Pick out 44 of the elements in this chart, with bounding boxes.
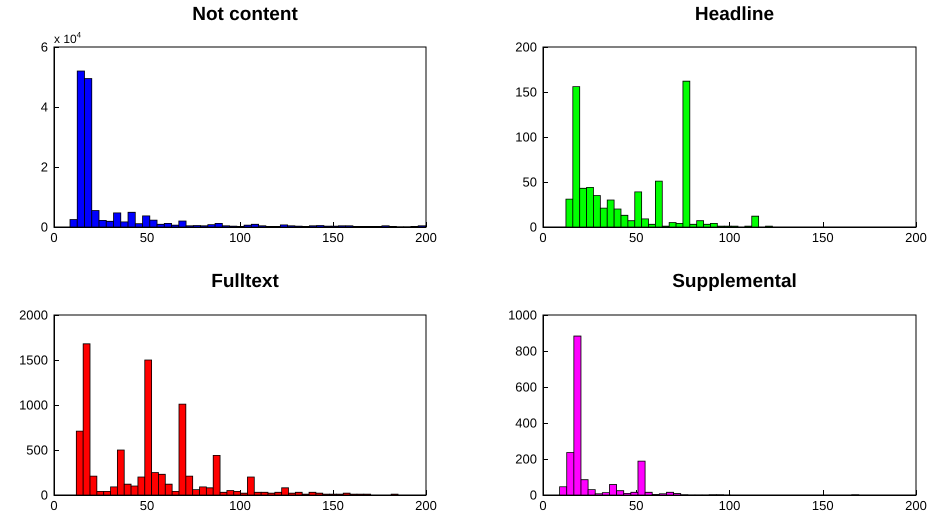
x-tick-label: 100 <box>229 230 251 245</box>
x-tick-label: 200 <box>415 498 437 513</box>
x-tick-label: 100 <box>229 498 251 513</box>
x-tick-label: 200 <box>905 230 927 245</box>
y-tick-label: 0 <box>40 488 48 502</box>
y-tick-label: 100 <box>515 130 537 144</box>
x-tick-label: 150 <box>322 230 344 245</box>
x-tick-label: 150 <box>322 498 344 513</box>
y-tick-label: 1000 <box>508 308 537 322</box>
y-tick-label: 0 <box>40 220 48 234</box>
x-tick-label: 50 <box>140 230 154 245</box>
chart-title: Supplemental <box>672 271 797 292</box>
y-tick-label: 800 <box>515 344 537 358</box>
y-tick-label: 0 <box>530 488 537 502</box>
chart-title: Not content <box>192 4 298 25</box>
y-tick-label: 0 <box>530 220 537 234</box>
chart-title: Fulltext <box>211 271 280 292</box>
y-tick-label: 1500 <box>19 352 48 368</box>
x-tick-label: 100 <box>718 498 740 513</box>
x-tick-label: 200 <box>415 230 437 245</box>
x-tick-label: 50 <box>629 498 644 513</box>
chart-title: Headline <box>694 4 774 25</box>
x-tick-label: 200 <box>905 498 927 513</box>
y-tick-label: 2000 <box>19 308 48 322</box>
y-tick-label: 150 <box>515 84 537 100</box>
y-tick-label: 600 <box>515 380 537 394</box>
y-tick-label: 500 <box>26 442 48 458</box>
y-tick-label: 50 <box>522 174 537 190</box>
x-tick-label: 150 <box>812 230 834 245</box>
y-tick-label: 200 <box>515 452 537 466</box>
y-tick-label: 400 <box>515 416 537 430</box>
y-tick-label: 1000 <box>19 398 48 412</box>
y-tick-label: 4 <box>40 100 48 114</box>
y-tick-label: 2 <box>40 160 48 174</box>
x-tick-label: 0 <box>50 230 58 245</box>
x-tick-label: 50 <box>140 498 154 513</box>
x-tick-label: 100 <box>718 230 740 245</box>
x-tick-label: 0 <box>539 498 547 513</box>
x-tick-label: 0 <box>50 498 58 513</box>
y-tick-label: 200 <box>515 40 537 54</box>
x-tick-label: 0 <box>539 230 547 245</box>
y-tick-label: 6 <box>40 40 48 54</box>
x-tick-label: 150 <box>812 498 834 513</box>
x-tick-label: 50 <box>629 230 644 245</box>
